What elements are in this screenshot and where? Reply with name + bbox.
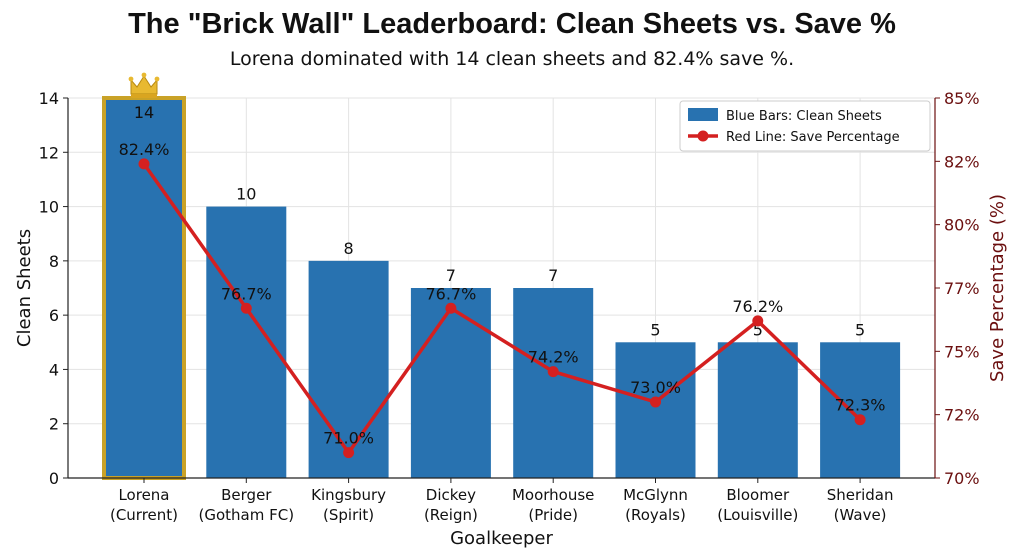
legend-line-marker: [697, 130, 709, 142]
crown-jewel: [128, 76, 134, 82]
x-tick-label: Kingsbury: [311, 486, 386, 504]
x-tick-sublabel: (Pride): [528, 506, 578, 524]
y2-tick-label: 77%: [944, 279, 980, 298]
bar-value-label: 5: [650, 320, 660, 339]
x-axis-title: Goalkeeper: [450, 528, 553, 549]
y2-axis-title: Save Percentage (%): [987, 194, 1008, 382]
bar-value-label: 7: [446, 266, 456, 285]
save-percentage-point: [240, 302, 252, 314]
bar-mcglynn: [615, 342, 696, 478]
save-percentage-label: 76.7%: [221, 284, 272, 303]
bar-sheridan: [820, 342, 901, 478]
save-percentage-point: [138, 158, 150, 170]
save-percentage-point: [752, 315, 764, 327]
plot-area: [68, 98, 935, 478]
y-tick-label: 6: [49, 306, 59, 325]
chart-subtitle: Lorena dominated with 14 clean sheets an…: [229, 48, 795, 70]
save-percentage-label: 76.7%: [425, 284, 476, 303]
legend: Blue Bars: Clean Sheets Red Line: Save Pe…: [679, 100, 931, 152]
bar-berger: [206, 206, 287, 479]
y2-tick-label: 82%: [944, 152, 980, 171]
legend-bar-swatch: [688, 108, 718, 121]
save-percentage-point: [445, 302, 457, 314]
x-tick-sublabel: (Reign): [424, 506, 478, 524]
save-percentage-point: [343, 447, 355, 459]
bar-moorhouse: [513, 288, 594, 478]
bar-value-label: 14: [134, 103, 154, 122]
bar-value-label: 5: [855, 320, 865, 339]
bar-value-label: 10: [236, 185, 256, 204]
chart-title: The "Brick Wall" Leaderboard: Clean Shee…: [128, 8, 896, 40]
crown-base: [131, 94, 157, 98]
save-percentage-label: 74.2%: [528, 348, 579, 367]
x-tick-sublabel: (Gotham FC): [199, 506, 295, 524]
y-tick-label: 8: [49, 252, 59, 271]
y2-tick-label: 80%: [944, 216, 980, 235]
legend-line-label: Red Line: Save Percentage: [726, 130, 900, 145]
bar-dickey: [410, 288, 491, 478]
save-percentage-point: [854, 414, 866, 426]
crown-body: [130, 75, 158, 95]
y2-tick-label: 85%: [944, 89, 980, 108]
crown-jewel: [154, 76, 160, 82]
crown-icon: [128, 72, 160, 98]
save-percentage-label: 71.0%: [323, 429, 374, 448]
legend-box: [679, 100, 931, 152]
x-tick-sublabel: (Louisville): [717, 506, 798, 524]
x-tick-label: Dickey: [426, 486, 476, 504]
x-tick-sublabel: (Current): [110, 506, 178, 524]
save-percentage-point: [547, 366, 559, 378]
bar-bloomer: [717, 342, 798, 478]
x-tick-label: McGlynn: [623, 486, 688, 504]
y-tick-label: 2: [49, 415, 59, 434]
y2-tick-label: 75%: [944, 342, 980, 361]
save-percentage-line: [142, 162, 862, 455]
x-tick-sublabel: (Spirit): [323, 506, 374, 524]
y-tick-label: 14: [39, 89, 59, 108]
save-percentage-point: [650, 396, 661, 408]
bar-value-label: 8: [344, 239, 354, 258]
y-axis-title: Clean Sheets: [14, 229, 35, 347]
y-tick-label: 12: [39, 143, 59, 162]
x-tick-sublabel: (Wave): [834, 506, 887, 524]
bar-kingsbury: [308, 260, 389, 478]
save-percentage-label: 72.3%: [835, 396, 886, 415]
crown-jewel: [141, 72, 147, 78]
y2-tick-label: 72%: [944, 406, 980, 425]
bar-value-label: 5: [753, 320, 763, 339]
save-percentage-label: 82.4%: [119, 140, 170, 159]
y-tick-label: 4: [49, 360, 59, 379]
x-tick-label: Bloomer: [726, 486, 790, 504]
y2-tick-label: 70%: [944, 469, 980, 488]
y-tick-label: 0: [49, 469, 59, 488]
y-tick-label: 10: [39, 198, 59, 217]
bar-value-label: 7: [548, 266, 558, 285]
x-tick-label: Lorena: [118, 486, 169, 504]
x-tick-sublabel: (Royals): [625, 506, 686, 524]
save-percentage-label: 73.0%: [630, 378, 681, 397]
x-tick-label: Berger: [221, 486, 272, 504]
x-tick-label: Sheridan: [827, 486, 894, 504]
x-tick-label: Moorhouse: [512, 486, 594, 504]
save-percentage-label: 76.2%: [732, 297, 783, 316]
legend-bar-label: Blue Bars: Clean Sheets: [726, 109, 882, 124]
